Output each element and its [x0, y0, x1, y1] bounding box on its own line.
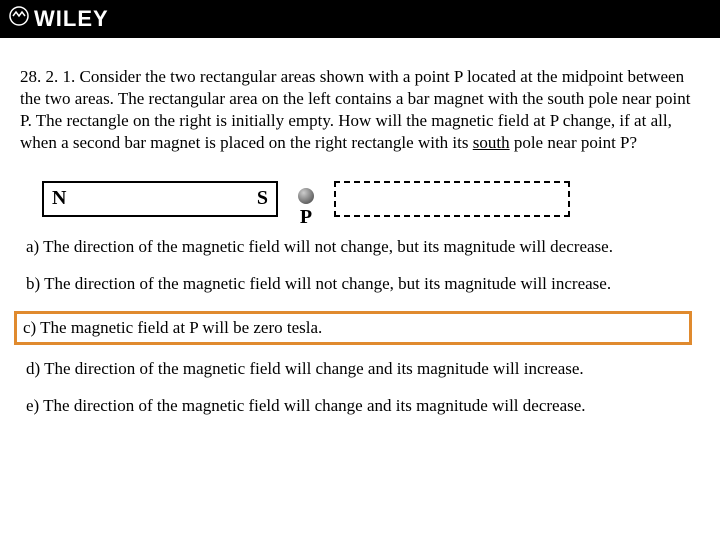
question-line5-pre: right rectangle with its [315, 133, 473, 152]
magnet-north-label: N [52, 187, 66, 210]
options-list: a) The direction of the magnetic field w… [20, 237, 700, 416]
content-area: 28. 2. 1. Consider the two rectangular a… [0, 38, 720, 416]
option-d: d) The direction of the magnetic field w… [20, 359, 700, 379]
figure: N S P [42, 178, 700, 219]
question-line5-underline: south [473, 133, 510, 152]
point-p: P [298, 188, 314, 229]
option-e: e) The direction of the magnetic field w… [20, 396, 700, 416]
question-line1: Consider the two rectangular areas shown… [80, 67, 624, 86]
option-b: b) The direction of the magnetic field w… [20, 274, 700, 294]
option-c-highlighted: c) The magnetic field at P will be zero … [14, 311, 692, 345]
option-a: a) The direction of the magnetic field w… [20, 237, 700, 257]
question-block: 28. 2. 1. Consider the two rectangular a… [20, 66, 700, 154]
question-number: 28. 2. 1. [20, 67, 75, 86]
question-line5-post: pole near point P? [510, 133, 637, 152]
wiley-logo: WILEY [8, 5, 109, 33]
point-p-circle-icon [298, 188, 314, 204]
brand-text: WILEY [34, 6, 109, 32]
wiley-mark-icon [8, 5, 30, 33]
magnet-south-label: S [257, 187, 268, 210]
header-bar: WILEY [0, 0, 720, 38]
empty-rectangle [334, 181, 570, 217]
question-line5: right rectangle with its south pole near… [315, 133, 637, 152]
point-p-label: P [300, 206, 312, 229]
bar-magnet: N S [42, 181, 278, 217]
